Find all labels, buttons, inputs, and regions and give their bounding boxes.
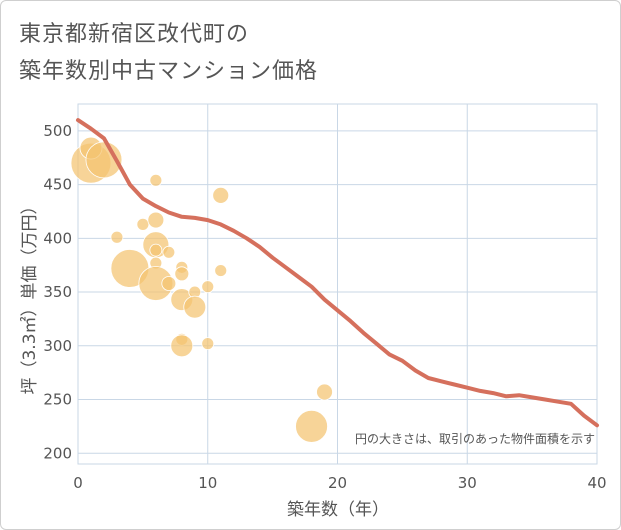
bubble-point-18	[170, 334, 194, 358]
bubble-point-24	[214, 264, 228, 277]
bubble-point-20	[183, 295, 207, 319]
trend-line	[76, 118, 599, 428]
x-tick-label-3: 30	[458, 474, 477, 492]
bubble-point-6	[149, 173, 163, 187]
y-tick-label-2: 300	[43, 337, 72, 355]
bubble-point-7	[147, 211, 165, 229]
bubble-point-25	[295, 409, 328, 443]
bubble-point-26	[316, 383, 333, 401]
bubble-point-23	[212, 186, 230, 204]
x-axis-label: 築年数（年）	[287, 500, 389, 520]
chart-title-line-2: 築年数別中古マンション価格	[19, 59, 319, 84]
y-tick-label-6: 500	[43, 122, 72, 140]
bubble-point-13	[161, 276, 177, 291]
bubble-layer	[70, 136, 333, 443]
bubble-point-12	[162, 245, 176, 259]
bubble-point-9	[149, 243, 163, 257]
x-tick-label-2: 20	[328, 474, 347, 492]
size-annotation: 円の大きさは、取引のあった物件面積を示す	[355, 431, 595, 446]
y-tick-label-1: 250	[43, 391, 72, 409]
bubble-point-5	[136, 217, 150, 231]
y-tick-label-0: 200	[43, 444, 72, 462]
bubble-point-21	[201, 280, 215, 294]
y-tick-label-5: 450	[43, 176, 72, 194]
trend-layer	[76, 118, 599, 428]
x-tick-label-0: 0	[73, 474, 83, 492]
bubble-point-3	[110, 230, 124, 244]
x-tick-label-4: 40	[587, 474, 606, 492]
chart-title-line-1: 東京都新宿区改代町の	[19, 22, 250, 47]
bubble-point-15	[174, 266, 190, 282]
bubble-point-22	[201, 337, 215, 351]
y-tick-label-3: 350	[43, 283, 72, 301]
y-axis-label: 坪（3.3㎡）単価（万円）	[20, 197, 40, 394]
tick-layer: 0 10 20 30 40 200 250 300 350 400 450 500	[43, 122, 606, 492]
x-tick-label-1: 10	[198, 474, 217, 492]
y-tick-label-4: 400	[43, 229, 72, 247]
